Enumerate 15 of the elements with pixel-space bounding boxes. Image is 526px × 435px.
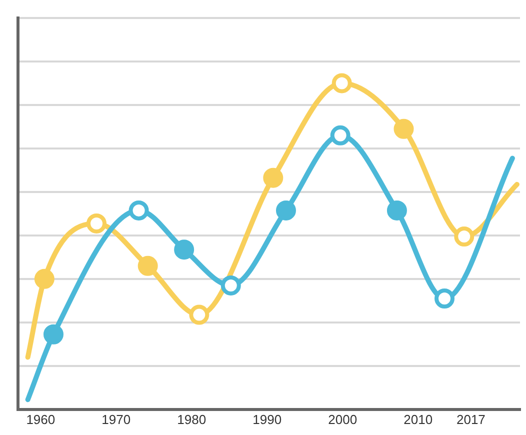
x-tick-label: 1990	[252, 412, 282, 427]
point	[43, 324, 64, 344]
point	[394, 118, 414, 139]
x-tick-label: 1960	[26, 412, 56, 427]
point	[276, 200, 296, 220]
x-tick-label: 2000	[328, 412, 358, 427]
x-tick-label: 2017	[456, 412, 486, 427]
point	[263, 168, 284, 188]
point	[138, 256, 158, 276]
point	[174, 240, 194, 260]
x-tick-label: 2010	[404, 412, 433, 427]
x-tick-label: 1970	[102, 412, 131, 427]
point	[386, 200, 407, 220]
point	[34, 268, 54, 289]
x-tick-label: 1980	[177, 412, 206, 427]
